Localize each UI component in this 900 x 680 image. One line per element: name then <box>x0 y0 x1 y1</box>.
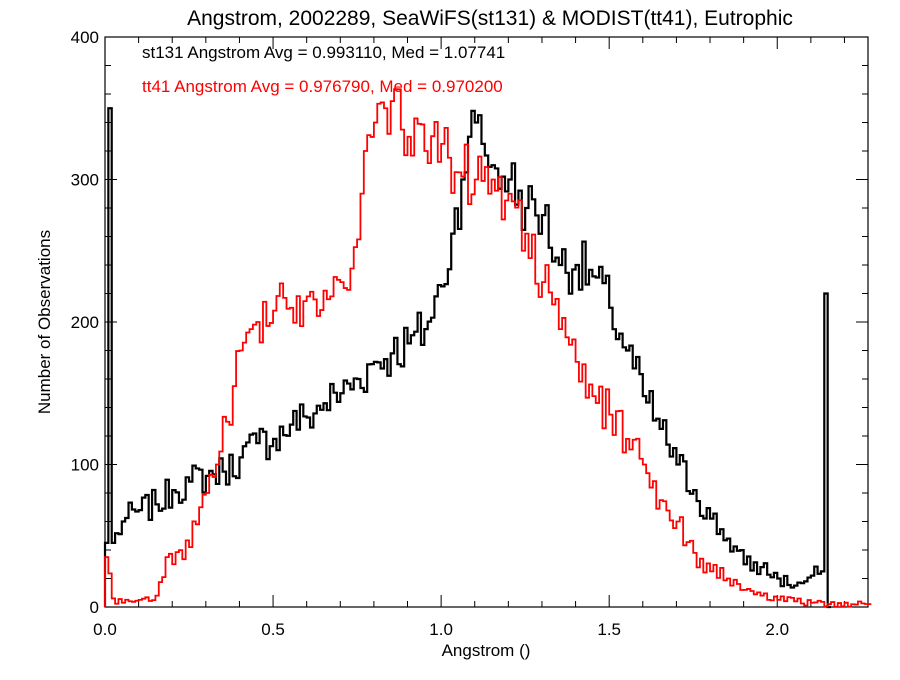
x-tick-label: 1.0 <box>429 620 453 639</box>
x-tick-label: 1.5 <box>597 620 621 639</box>
chart-title: Angstrom, 2002289, SeaWiFS(st131) & MODI… <box>187 7 793 30</box>
y-tick-label: 0 <box>90 598 99 617</box>
x-tick-label: 0.0 <box>93 620 117 639</box>
x-axis: 0.0 0.5 1.0 1.5 2.0 <box>93 37 845 639</box>
y-axis: 0 100 200 300 400 <box>71 28 868 617</box>
y-axis-label: Number of Observations <box>35 230 54 414</box>
legend-entry-st131: st131 Angstrom Avg = 0.993110, Med = 1.0… <box>142 43 505 62</box>
series-tt41-line <box>104 88 872 608</box>
series-layer <box>103 88 872 609</box>
legend-entry-tt41: tt41 Angstrom Avg = 0.976790, Med = 0.97… <box>142 77 503 96</box>
y-tick-label: 300 <box>71 171 99 190</box>
x-axis-label: Angstrom () <box>442 641 531 660</box>
x-tick-label: 0.5 <box>261 620 285 639</box>
plot-frame <box>104 36 869 608</box>
x-tick-label: 2.0 <box>765 620 789 639</box>
y-tick-label: 400 <box>71 28 99 47</box>
y-tick-label: 100 <box>71 456 99 475</box>
y-tick-label: 200 <box>71 313 99 332</box>
